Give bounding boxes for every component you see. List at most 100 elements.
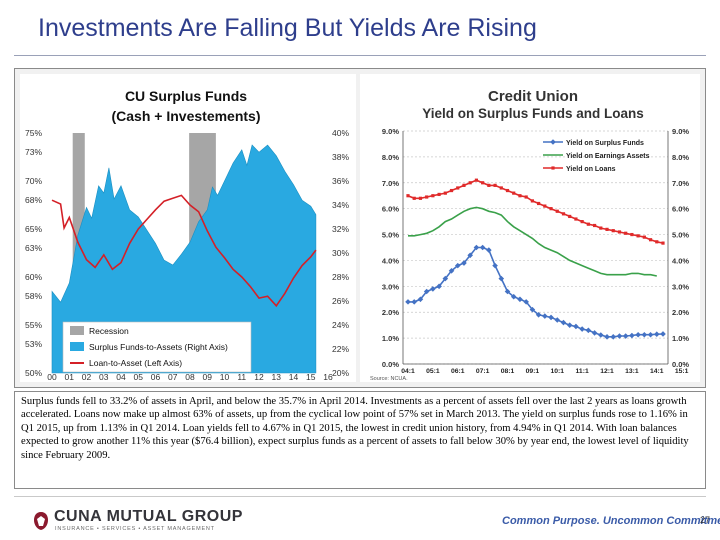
right-chart-background [360,74,700,382]
right-legend-label: Yield on Surplus Funds [566,140,644,147]
yield-surplus-point [454,262,461,269]
x-axis-tick-label: 08 [185,372,195,382]
left-axis-tick-label: 60% [25,272,42,282]
left-legend-box [62,321,252,373]
yield-surplus-point [442,275,449,282]
right-right-tick-label: 5.0% [672,231,689,240]
right-legend-label: Yield on Earnings Assets [566,153,650,160]
yield-surplus-point [423,288,430,295]
yield-loans-point [530,199,534,203]
right-right-tick-label: 2.0% [672,308,689,317]
right-x-tick-label: 11:1 [576,368,589,375]
right-x-tick-label: 10:1 [550,368,564,375]
yield-surplus-point [616,333,623,339]
right-x-tick-label: 12:1 [600,368,614,375]
yield-surplus-point [660,331,666,337]
yield-surplus-point [448,268,455,274]
yield-surplus-point [523,299,529,305]
page-number: 27 [700,515,711,525]
right-right-tick-label: 8.0% [672,153,689,162]
left-axis-tick-label: 53% [25,339,42,349]
yield-surplus-point [604,334,610,340]
yield-loans-point [543,204,547,208]
right-x-tick-label: 04:1 [401,368,415,375]
left-axis-tick-label: 70% [25,176,42,186]
yield-loans-point [481,181,485,185]
right-x-tick-label: 13:1 [625,368,639,375]
right-left-tick-label: 9.0% [382,127,399,136]
right-axis-tick-label: 38% [332,152,349,162]
right-axis-tick-label: 32% [332,224,349,234]
yield-surplus-point [641,331,648,338]
right-axis-tick-label: 30% [332,248,349,258]
right-axis-tick-label: 26% [332,296,349,306]
x-axis-tick-label: 01 [65,372,75,382]
x-axis-tick-label: 03 [99,372,109,382]
yield-surplus-point [653,331,660,338]
yield-loans-point [661,241,665,245]
left-axis-tick-label: 65% [25,224,42,234]
legend-label: Surplus Funds-to-Assets (Right Axis) [89,342,228,352]
right-axis-tick-label: 28% [332,272,349,282]
yield-loans-point [425,195,429,199]
yield-loans-point [449,188,454,193]
right-x-tick-label: 05:1 [426,368,440,375]
x-axis-tick-label: 06 [151,372,161,382]
x-axis-tick-label: 11 [237,372,246,382]
left-axis-tick-label: 55% [25,320,42,330]
right-right-tick-label: 6.0% [672,205,689,214]
yield-loans-point [642,235,646,239]
right-axis-tick-label: 24% [332,320,349,330]
yield-surplus-point [598,332,604,338]
yield-surplus-point [579,326,585,332]
right-axis-tick-label: 34% [332,200,349,210]
yield-loans-point [549,207,553,211]
x-axis-tick-label: 00 [47,372,57,382]
left-axis-tick-label: 68% [25,195,42,205]
yield-loans-point [555,209,559,213]
yield-loans-point [431,194,435,198]
slide-title: Investments Are Falling But Yields Are R… [38,14,537,42]
right-left-tick-label: 3.0% [382,282,399,291]
yield-loans-point [568,214,572,219]
yield-surplus-point [467,252,473,259]
right-left-tick-label: 2.0% [382,308,399,317]
right-legend-marker [550,139,556,145]
yield-surplus-point [405,299,411,305]
yield-loans-point [412,196,416,200]
right-axis-tick-label: 20% [332,368,349,378]
right-chart-title: Yield on Surplus Funds and Loans [422,106,644,121]
slide-caption: Surplus funds fell to 33.2% of assets in… [14,391,706,489]
series-loan-to-asset-line [51,194,317,308]
right-right-tick-label: 4.0% [672,256,689,265]
right-x-tick-label: 09:1 [526,368,540,375]
legend-label: Recession [89,326,129,336]
yield-surplus-point [417,296,424,303]
right-right-tick-label: 9.0% [672,127,689,136]
yield-loans-point [493,183,497,187]
right-axis-tick-label: 22% [332,344,349,354]
right-right-tick-label: 3.0% [672,282,689,291]
yield-loans-point [456,186,460,190]
right-axis-tick-label: 40% [332,128,349,138]
yield-loans-point [512,191,516,195]
yield-surplus-point [591,330,598,336]
yield-loans-point [406,194,410,198]
yield-surplus-point [535,312,542,318]
yield-surplus-point [517,296,523,303]
yield-loans-point [580,220,584,224]
source-note: Source: NCUA. [370,376,408,382]
yield-surplus-point [498,275,505,282]
yield-surplus-point [542,313,548,319]
left-axis-tick-label: 73% [25,147,42,157]
x-axis-tick-label: 07 [168,372,178,382]
yield-loans-point [636,234,640,238]
right-left-tick-label: 5.0% [382,231,399,240]
yield-surplus-point [622,333,629,339]
left-chart-title: (Cash + Investements) [112,108,261,124]
right-axis-tick-label: 36% [332,176,349,186]
yield-surplus-point [486,247,492,253]
yield-surplus-point [566,322,573,328]
yield-surplus-point [573,323,579,330]
yield-loans-point [537,201,541,206]
